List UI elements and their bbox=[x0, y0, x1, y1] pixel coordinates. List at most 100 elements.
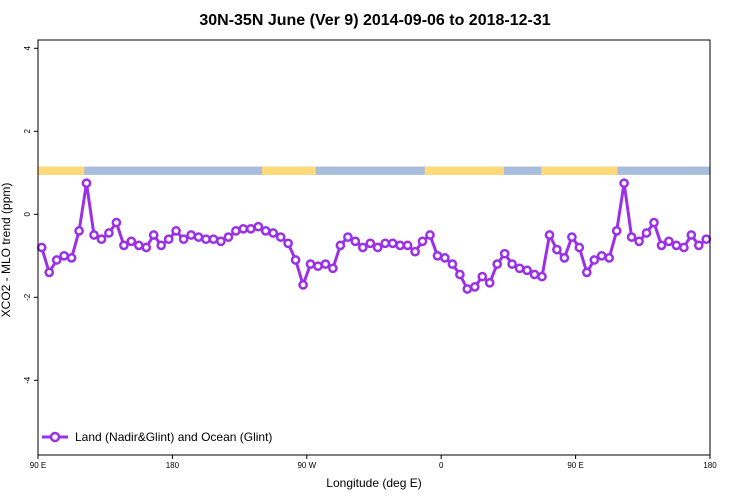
data-point bbox=[656, 240, 667, 251]
land-ocean-band bbox=[38, 166, 710, 175]
data-point bbox=[59, 250, 69, 261]
data-point bbox=[208, 234, 219, 245]
data-point bbox=[634, 236, 644, 247]
x-axis-label: Longitude (deg E) bbox=[326, 476, 421, 490]
data-point bbox=[298, 280, 308, 290]
data-point bbox=[462, 284, 473, 294]
data-point bbox=[335, 240, 346, 251]
data-point bbox=[141, 242, 152, 253]
data-point bbox=[372, 242, 383, 253]
data-point bbox=[290, 255, 301, 265]
data-point bbox=[231, 226, 241, 236]
data-point bbox=[253, 221, 264, 232]
data-point bbox=[66, 253, 77, 263]
data-point bbox=[581, 267, 592, 278]
x-tick-label: 90 W bbox=[297, 461, 316, 470]
data-point bbox=[529, 269, 540, 280]
data-point bbox=[380, 238, 391, 249]
legend-marker-swatch bbox=[49, 431, 61, 443]
data-point bbox=[507, 259, 517, 269]
data-point bbox=[537, 271, 547, 282]
data-point bbox=[119, 240, 129, 251]
data-point bbox=[350, 236, 361, 247]
data-point bbox=[96, 234, 107, 245]
data-point bbox=[544, 230, 555, 240]
x-tick-label: 90 E bbox=[30, 461, 46, 470]
data-point bbox=[238, 223, 249, 234]
data-point bbox=[410, 246, 420, 257]
data-point bbox=[693, 240, 704, 251]
data-point bbox=[552, 244, 562, 255]
x-tick-label: 90 E bbox=[567, 461, 583, 470]
y-tick-label: -4 bbox=[23, 376, 32, 384]
data-point bbox=[469, 282, 480, 292]
data-point bbox=[440, 253, 450, 263]
ocean-band bbox=[38, 166, 710, 175]
land-band-segment bbox=[262, 166, 316, 175]
data-point bbox=[126, 236, 137, 247]
data-point bbox=[89, 230, 99, 240]
data-point bbox=[425, 230, 435, 240]
data-point bbox=[245, 223, 256, 234]
data-point bbox=[193, 232, 204, 242]
data-point bbox=[611, 226, 622, 236]
land-band-segment bbox=[38, 166, 85, 175]
data-point bbox=[492, 259, 503, 269]
data-point bbox=[664, 236, 674, 247]
y-tick-label: 2 bbox=[23, 129, 32, 134]
data-point bbox=[641, 228, 652, 238]
data-point bbox=[313, 261, 323, 272]
data-point bbox=[343, 232, 353, 242]
x-tick-label: 180 bbox=[703, 461, 717, 470]
data-point bbox=[574, 242, 585, 253]
land-band-segment bbox=[424, 166, 504, 175]
data-point bbox=[305, 259, 316, 269]
x-tick-label: 180 bbox=[166, 461, 180, 470]
data-point bbox=[686, 230, 697, 240]
series-plot bbox=[36, 178, 712, 294]
data-point bbox=[186, 230, 196, 240]
data-point bbox=[395, 240, 405, 251]
data-point bbox=[223, 232, 234, 242]
x-tick-label: 0 bbox=[439, 461, 444, 470]
data-point bbox=[455, 269, 465, 280]
data-point bbox=[201, 234, 211, 245]
data-point bbox=[567, 232, 577, 242]
data-point bbox=[499, 248, 510, 259]
data-point bbox=[51, 255, 62, 265]
data-point bbox=[432, 250, 443, 261]
series-line bbox=[40, 181, 708, 291]
data-point bbox=[604, 253, 615, 263]
chart-title: 30N-35N June (Ver 9) 2014-09-06 to 2018-… bbox=[199, 12, 550, 29]
y-tick-label: 0 bbox=[23, 212, 32, 217]
plot-frame bbox=[37, 39, 711, 456]
data-point bbox=[365, 238, 376, 249]
data-point bbox=[679, 242, 689, 253]
data-point bbox=[559, 253, 570, 263]
data-point bbox=[522, 265, 532, 276]
data-point bbox=[216, 236, 226, 247]
data-point bbox=[260, 226, 271, 236]
data-point bbox=[589, 255, 600, 265]
data-point bbox=[671, 240, 682, 251]
data-point bbox=[320, 259, 331, 269]
data-point bbox=[619, 178, 629, 189]
data-point bbox=[74, 226, 84, 236]
data-point bbox=[596, 250, 607, 261]
data-point bbox=[268, 228, 279, 238]
legend-entry: Land (Nadir&Glint) and Ocean (Glint) bbox=[75, 430, 272, 444]
data-point bbox=[111, 217, 122, 228]
data-point bbox=[477, 271, 488, 282]
data-point bbox=[357, 242, 368, 253]
data-point bbox=[701, 234, 712, 245]
data-point bbox=[514, 263, 525, 274]
data-point bbox=[447, 259, 458, 269]
data-point bbox=[387, 238, 398, 249]
data-point bbox=[484, 277, 495, 288]
x-axis-ticks: 90 E 180 90 W 0 90 E 180 bbox=[30, 455, 717, 470]
data-point bbox=[133, 240, 144, 251]
y-axis-label: XCO2 - MLO trend (ppm) bbox=[0, 183, 13, 318]
y-tick-label: -2 bbox=[23, 293, 32, 301]
data-point bbox=[649, 217, 659, 228]
